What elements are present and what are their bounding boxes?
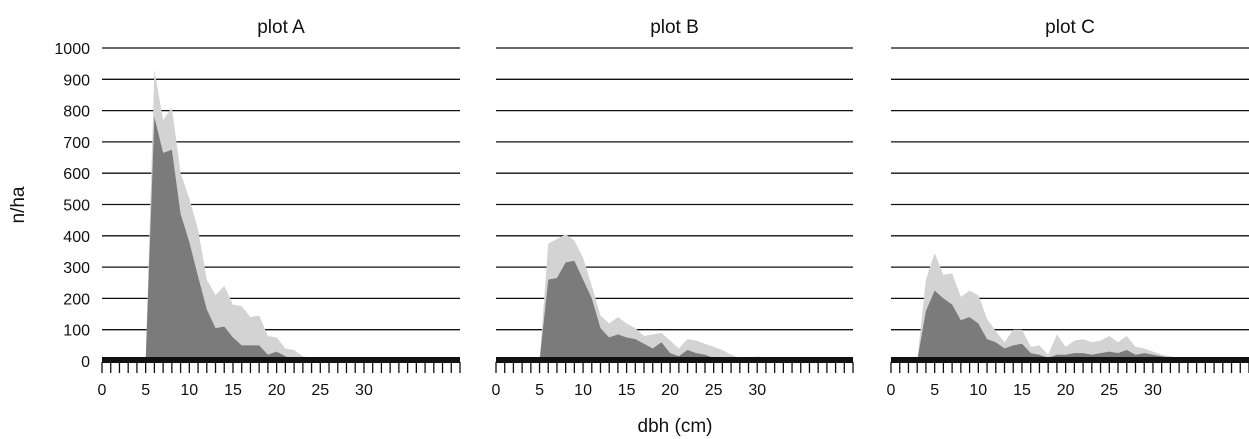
x-tick-label: 30 — [1144, 382, 1162, 399]
x-tick-label: 30 — [748, 382, 766, 399]
y-tick-label: 300 — [63, 260, 90, 277]
baseline — [102, 357, 460, 363]
y-tick-label: 600 — [63, 166, 90, 183]
panel-3: plot C 0 5 10 15 20 25 30 — [887, 17, 1249, 399]
y-tick-label: 1000 — [54, 41, 90, 58]
x-tick-label: 0 — [98, 382, 107, 399]
x-tick-label: 25 — [705, 382, 723, 399]
y-tick-label: 700 — [63, 135, 90, 152]
series-dark-area — [137, 117, 451, 361]
panel-1: plot A 0 100 200 300 400 500 600 700 800 900 1000 0 5… — [54, 17, 460, 399]
y-tick-label: 500 — [63, 198, 90, 215]
panel-2: plot B 0 5 10 15 20 25 30 — [492, 17, 853, 399]
y-tick-label: 200 — [63, 291, 90, 308]
x-axis-label: dbh (cm) — [638, 416, 713, 437]
x-tick-label: 25 — [311, 382, 329, 399]
panel-title: plot C — [1045, 17, 1095, 38]
x-tick-label: 15 — [1013, 382, 1031, 399]
baseline — [496, 357, 853, 363]
x-tick-label: 20 — [268, 382, 286, 399]
x-tick-label: 10 — [574, 382, 592, 399]
panel-title: plot A — [257, 17, 305, 38]
x-tick-label: 30 — [355, 382, 373, 399]
x-tick-label: 15 — [224, 382, 242, 399]
x-tick-label: 25 — [1100, 382, 1118, 399]
x-tick-label: 20 — [661, 382, 679, 399]
x-tick-label: 10 — [180, 382, 198, 399]
x-tick-label: 20 — [1057, 382, 1075, 399]
y-tick-label: 900 — [63, 72, 90, 89]
baseline — [891, 357, 1249, 363]
x-tick-label: 5 — [141, 382, 150, 399]
y-tick-label: 400 — [63, 229, 90, 246]
y-tick-label: 0 — [81, 354, 90, 371]
x-tick-label: 10 — [969, 382, 987, 399]
x-tick-label: 0 — [492, 382, 501, 399]
x-tick-label: 15 — [618, 382, 636, 399]
x-tick-label: 0 — [887, 382, 896, 399]
x-tick-label: 5 — [930, 382, 939, 399]
y-axis-label: n/ha — [8, 186, 29, 223]
panel-title: plot B — [650, 17, 699, 38]
y-tick-label: 100 — [63, 323, 90, 340]
y-tick-label: 800 — [63, 104, 90, 121]
x-tick-label: 5 — [535, 382, 544, 399]
